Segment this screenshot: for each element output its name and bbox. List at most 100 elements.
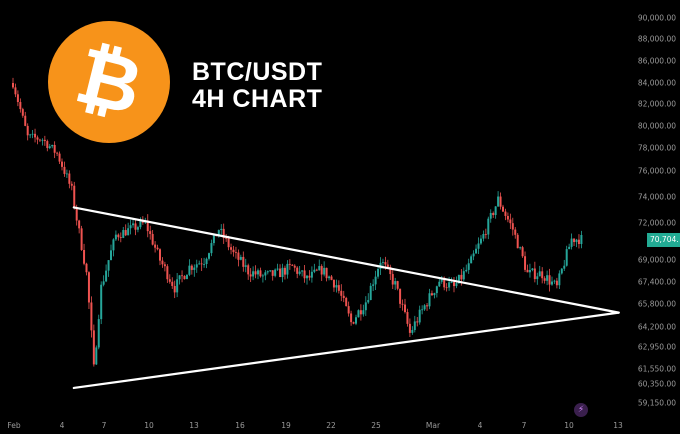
candle-up [433,293,436,296]
candle-down [283,267,286,275]
candle-up [465,269,468,272]
candle-up [210,243,213,254]
candle-up [298,271,301,274]
candle-up [65,173,68,175]
candle-down [163,264,166,267]
candle-up [31,133,34,135]
candle-up [139,220,142,228]
candle-up [551,281,553,285]
candle-up [107,260,110,271]
candle-down [90,302,93,331]
candle-up [29,134,32,136]
candle-down [222,228,225,239]
x-tick-label: 4 [477,421,483,430]
candle-down [541,271,544,279]
candle-up [136,227,139,230]
y-tick-label: 59,150.00 [637,398,676,408]
candle-down [73,185,76,208]
candle-up [274,269,277,276]
candle-up [41,139,44,141]
candle-down [526,269,529,273]
candle-up [558,273,561,286]
bitcoin-logo: ₿ [48,21,170,143]
candle-up [381,262,384,263]
candle-up [362,310,365,315]
candle-down [506,215,509,220]
candle-up [217,230,220,237]
candle-down [543,278,546,281]
candle-up [477,243,480,249]
x-tick-label: 13 [613,421,623,430]
candle-down [173,285,176,293]
lightning-icon[interactable]: ⚡ [574,403,588,417]
candle-up [129,225,132,229]
candle-down [330,276,333,280]
candle-down [325,267,328,279]
candle-down [389,266,392,275]
candle-down [291,264,294,266]
candle-down [460,274,463,280]
candle-up [112,239,115,251]
x-tick-label: 19 [281,421,291,430]
candle-down [320,266,323,275]
candle-up [281,267,284,278]
y-tick-label: 78,000.00 [637,143,676,153]
candle-up [318,266,321,271]
candle-up [244,265,247,267]
candle-up [286,263,289,275]
candle-down [53,144,56,153]
y-tick-label: 90,000.00 [637,13,676,23]
candle-down [230,247,233,250]
candle-down [521,247,524,257]
candle-down [83,249,86,264]
candle-up [372,284,375,286]
trendlines [72,206,620,390]
candle-down [38,139,41,141]
candle-down [149,231,152,234]
candle-down [87,272,90,303]
candle-down [337,285,340,291]
candle-down [183,276,186,280]
candle-up [497,196,500,207]
candle-down [548,275,551,285]
y-tick-label: 74,000.00 [637,192,676,202]
candle-up [310,271,313,278]
candle-down [249,274,252,277]
x-tick-label: 7 [101,421,107,430]
candle-down [315,269,318,271]
candle-down [391,274,394,285]
candle-down [524,256,527,270]
candle-down [443,277,446,288]
candle-up [418,309,421,323]
candle-down [401,303,404,305]
candle-up [198,263,201,265]
y-tick-label: 84,000.00 [637,78,676,88]
candle-up [102,281,105,285]
chart-title-timeframe: 4H CHART [192,85,323,113]
candle-down [63,166,66,174]
y-tick-label: 69,000.00 [637,255,676,265]
x-tick-label: 22 [326,421,336,430]
candle-down [225,238,228,239]
candle-up [188,265,191,275]
candle-down [46,141,49,149]
candle-down [36,137,39,140]
candle-down [190,265,193,270]
y-tick-label: 82,000.00 [637,99,676,109]
candle-up [421,309,424,311]
candle-down [14,87,17,95]
candle-down [484,233,487,235]
candle-down [21,109,24,116]
candle-down [342,295,345,298]
candle-down [16,94,19,103]
candle-down [12,83,14,88]
candle-down [166,266,169,280]
candle-up [110,250,112,261]
x-tick-label: 13 [189,421,199,430]
candle-up [132,223,135,226]
candle-up [328,276,331,279]
candle-down [181,275,184,277]
y-tick-label: 86,000.00 [637,56,676,66]
candle-up [220,228,223,231]
candle-down [408,323,411,333]
